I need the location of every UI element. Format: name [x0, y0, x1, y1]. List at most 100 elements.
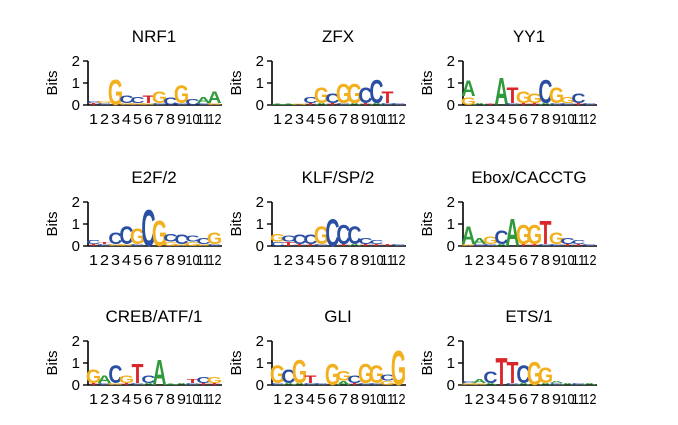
logo-letter-C: C — [560, 237, 574, 246]
logo-letter-A: A — [196, 96, 210, 105]
logo-letter-C: C — [141, 374, 156, 386]
logo-letter-C: C — [185, 234, 199, 243]
position-label: 7 — [530, 111, 539, 128]
position-label: 11 — [572, 252, 586, 269]
logo-letter-G: G — [391, 340, 406, 395]
position-label: 5 — [133, 391, 142, 408]
y-tick-label: 0 — [256, 377, 264, 394]
position-label: 11 — [572, 391, 586, 408]
position-label: 4 — [306, 252, 315, 269]
position-label: 9 — [361, 111, 370, 128]
logo-letter-C: C — [325, 91, 339, 106]
logo-letter-T: T — [305, 374, 317, 386]
y-tick-label: 2 — [256, 333, 264, 350]
logo-title: GLI — [324, 307, 351, 326]
logo-letter-C: C — [97, 243, 111, 246]
logo-letter-G: G — [152, 88, 167, 106]
position-label: 10 — [186, 252, 200, 269]
logo-letter-G: G — [314, 222, 329, 250]
logo-letter-T: T — [305, 102, 318, 105]
logo-letter-G: G — [461, 382, 476, 385]
y-tick-label: 1 — [72, 355, 80, 372]
logo-letter-T: T — [121, 382, 134, 385]
y-tick-label: 2 — [447, 53, 455, 70]
logo-letter-G: G — [207, 376, 222, 385]
logo-letter-C: C — [358, 382, 372, 385]
logo-letter-T: T — [371, 243, 384, 246]
position-label: 11 — [197, 391, 211, 408]
logo-letter-G: G — [130, 102, 145, 105]
position-label: 6 — [328, 252, 337, 269]
logo-letter-G: G — [163, 241, 178, 247]
position-label: 12 — [392, 391, 406, 408]
position-label: 8 — [541, 111, 550, 128]
position-label: 11 — [197, 111, 211, 128]
y-tick-label: 1 — [72, 216, 80, 233]
position-label: 12 — [583, 252, 597, 269]
position-label: 10 — [186, 391, 200, 408]
position-label: 8 — [350, 252, 359, 269]
logo-letter-A: A — [472, 237, 486, 246]
position-label: 12 — [208, 391, 222, 408]
logo-letter-C: C — [358, 84, 372, 108]
position-label: 5 — [508, 252, 517, 269]
position-label: 8 — [166, 252, 175, 269]
logo-letter-A: A — [141, 382, 155, 385]
position-label: 2 — [475, 252, 484, 269]
logo-letter-T: T — [132, 359, 144, 390]
logo-letter-T: T — [562, 243, 575, 246]
logo-letter-G: G — [108, 243, 123, 246]
position-label: 8 — [350, 391, 359, 408]
position-label: 10 — [370, 252, 384, 269]
y-tick-label: 0 — [447, 97, 455, 114]
logo-letter-T: T — [283, 241, 295, 247]
logo-letter-G: G — [336, 79, 351, 110]
position-label: 4 — [497, 111, 506, 128]
logo-letter-A: A — [549, 380, 563, 383]
y-tick-label: 2 — [256, 53, 264, 70]
logo-letter-G: G — [538, 364, 553, 388]
logo-letter-C: C — [130, 96, 144, 105]
logo-letter-T: T — [518, 102, 531, 105]
logo-letter-C: C — [185, 98, 199, 107]
logo-letter-C: C — [347, 222, 361, 250]
logo-letter-C: C — [185, 382, 199, 385]
logo-letter-G: G — [549, 84, 564, 108]
logo-letter-C: C — [380, 373, 394, 382]
position-label: 2 — [100, 111, 109, 128]
logo-letter-A: A — [472, 102, 486, 105]
position-label: 9 — [361, 391, 370, 408]
position-label: 11 — [197, 252, 211, 269]
y-tick-label: 2 — [256, 194, 264, 211]
logo-letter-T: T — [360, 102, 373, 105]
logo-letter-C: C — [549, 243, 563, 246]
position-label: 1 — [89, 391, 98, 408]
position-label: 4 — [497, 391, 506, 408]
position-label: 7 — [155, 111, 164, 128]
logo-letter-G: G — [369, 361, 384, 389]
logo-letter-C: C — [325, 212, 339, 255]
logo-letter-T: T — [540, 213, 552, 251]
logo-letter-C: C — [391, 243, 405, 246]
logo-letter-G: G — [196, 243, 211, 246]
position-label: 8 — [541, 391, 550, 408]
position-label: 11 — [572, 111, 586, 128]
position-label: 5 — [317, 252, 326, 269]
logo-letter-C: C — [141, 200, 155, 258]
logo-letter-C: C — [119, 222, 133, 250]
logo-letter-G: G — [325, 359, 340, 392]
y-axis-label: Bits — [44, 211, 61, 236]
logo-letter-C: C — [369, 239, 383, 245]
logo-letter-C: C — [582, 102, 596, 105]
position-label: 1 — [464, 252, 473, 269]
logo-letter-T: T — [88, 243, 101, 246]
logo-letter-G: G — [483, 235, 498, 247]
logo-letter-C: C — [270, 382, 284, 385]
logo-letter-C: C — [571, 239, 585, 245]
position-label: 4 — [122, 111, 131, 128]
logo-letter-A: A — [163, 384, 177, 386]
position-label: 3 — [486, 111, 495, 128]
logo-letter-C: C — [303, 232, 317, 247]
logo-letter-G: G — [207, 102, 222, 105]
